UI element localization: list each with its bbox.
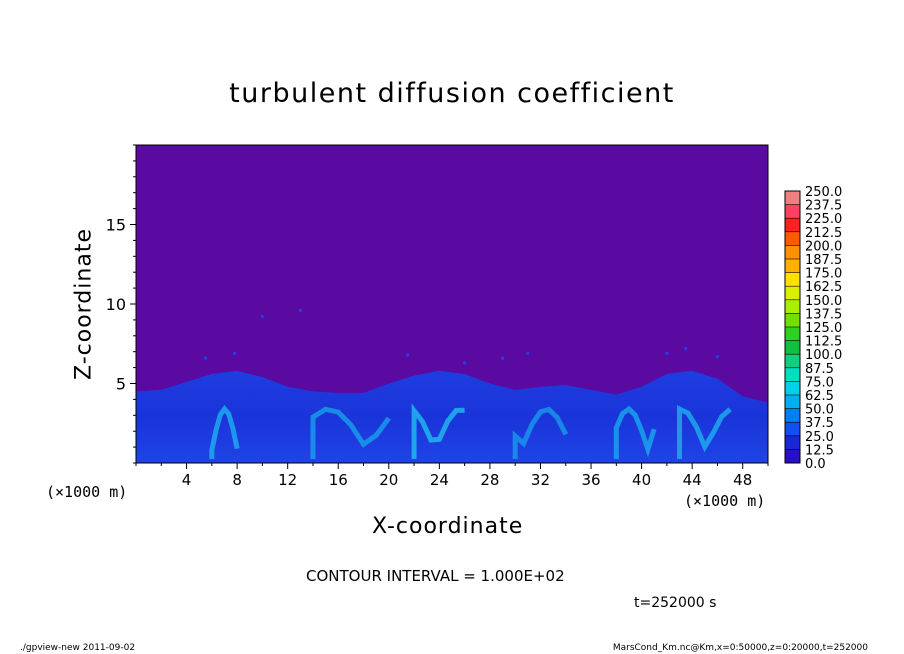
x-tick-label: 44 bbox=[683, 471, 702, 489]
turbulence-patch bbox=[463, 361, 467, 365]
colorbar-swatch bbox=[785, 272, 800, 287]
contour-interval: CONTOUR INTERVAL = 1.000E+02 bbox=[306, 567, 565, 585]
x-axis-label: X-coordinate bbox=[372, 514, 524, 539]
colorbar-label: 175.0 bbox=[805, 267, 842, 282]
colorbar-label: 62.5 bbox=[805, 389, 834, 404]
colorbar-swatch bbox=[785, 231, 800, 246]
colorbar-label: 237.5 bbox=[805, 199, 842, 214]
colorbar-swatch bbox=[785, 245, 800, 260]
x-tick-label: 8 bbox=[232, 471, 242, 489]
colorbar-swatch bbox=[785, 299, 800, 314]
colorbar-label: 25.0 bbox=[805, 430, 834, 445]
x-tick-label: 48 bbox=[733, 471, 752, 489]
colorbar-swatch bbox=[785, 354, 800, 369]
x-tick-label: 12 bbox=[278, 471, 297, 489]
colorbar-swatch bbox=[785, 435, 800, 450]
y-tick-label: 5 bbox=[116, 375, 126, 394]
colorbar-label: 12.5 bbox=[805, 443, 834, 458]
colorbar-label: 137.5 bbox=[805, 307, 842, 322]
chart-title: turbulent diffusion coefficient bbox=[229, 78, 675, 109]
x-tick-label: 40 bbox=[632, 471, 651, 489]
colorbar-label: 250.0 bbox=[805, 185, 842, 200]
x-tick-label: 4 bbox=[182, 471, 192, 489]
colorbar-swatch bbox=[785, 408, 800, 423]
colorbar-label: 125.0 bbox=[805, 321, 842, 336]
colorbar-swatch bbox=[785, 204, 800, 219]
colorbar-swatch bbox=[785, 422, 800, 437]
turbulence-streak bbox=[613, 405, 657, 460]
colorbar-label: 0.0 bbox=[805, 457, 826, 472]
colorbar-label: 200.0 bbox=[805, 239, 842, 254]
turbulence-patch bbox=[203, 356, 208, 360]
time-label: t=252000 s bbox=[634, 595, 717, 611]
colorbar-label: 112.5 bbox=[805, 335, 842, 350]
x-tick-label: 16 bbox=[329, 471, 348, 489]
colorbar-label: 50.0 bbox=[805, 403, 834, 418]
turbulence-patch bbox=[526, 351, 530, 355]
turbulence-patch bbox=[406, 353, 410, 357]
colorbar-label: 37.5 bbox=[805, 416, 834, 431]
turbulence-patch bbox=[501, 356, 505, 360]
colorbar-label: 187.5 bbox=[805, 253, 842, 268]
x-tick-label: 24 bbox=[430, 471, 449, 489]
y-tick-label: 15 bbox=[106, 216, 126, 235]
turbulence-streak bbox=[209, 404, 240, 460]
turbulence-patch bbox=[298, 308, 302, 312]
colorbar-swatch bbox=[785, 218, 800, 233]
turbulence-streak bbox=[512, 406, 569, 459]
turbulence-streak bbox=[310, 406, 391, 460]
colorbar-swatch bbox=[785, 449, 800, 464]
x-tick-label: 36 bbox=[581, 471, 600, 489]
colorbar-swatch bbox=[785, 259, 800, 274]
x-tick-label: 20 bbox=[379, 471, 398, 489]
turbulence-patch bbox=[233, 351, 237, 355]
colorbar-swatch bbox=[785, 313, 800, 328]
turbulence-streak bbox=[676, 404, 732, 460]
x-scale-label-left: (×1000 m) bbox=[46, 483, 128, 501]
x-tick-label: 28 bbox=[480, 471, 499, 489]
y-axis-label: Z-coordinate bbox=[71, 228, 97, 380]
turbulence-patch bbox=[260, 315, 264, 319]
colorbar-swatch bbox=[785, 367, 800, 382]
colorbar-label: 100.0 bbox=[805, 348, 842, 363]
y-tick-label: 10 bbox=[106, 295, 126, 314]
x-tick-label: 32 bbox=[531, 471, 550, 489]
colorbar-label: 87.5 bbox=[805, 362, 834, 377]
turbulence-patch bbox=[665, 351, 669, 355]
footer-left: ./gpview-new 2011-09-02 bbox=[20, 643, 136, 653]
colorbar-label: 150.0 bbox=[805, 294, 842, 309]
colorbar-swatch bbox=[785, 327, 800, 342]
colorbar-swatch bbox=[785, 395, 800, 410]
turbulence-patch bbox=[715, 354, 720, 359]
colorbar-swatch bbox=[785, 191, 800, 206]
colorbar-swatch bbox=[785, 381, 800, 396]
footer-right: MarsCond_Km.nc@Km,x=0:50000,z=0:20000,t=… bbox=[612, 643, 868, 653]
colorbar-swatch bbox=[785, 340, 800, 355]
turbulence-patch bbox=[684, 346, 688, 351]
colorbar-label: 212.5 bbox=[805, 226, 842, 241]
colorbar-label: 75.0 bbox=[805, 375, 834, 390]
x-scale-label-right: (×1000 m) bbox=[684, 492, 766, 510]
colorbar-label: 162.5 bbox=[805, 280, 842, 295]
turbulence-streak bbox=[411, 403, 465, 460]
colorbar-swatch bbox=[785, 286, 800, 301]
colorbar-label: 225.0 bbox=[805, 212, 842, 227]
